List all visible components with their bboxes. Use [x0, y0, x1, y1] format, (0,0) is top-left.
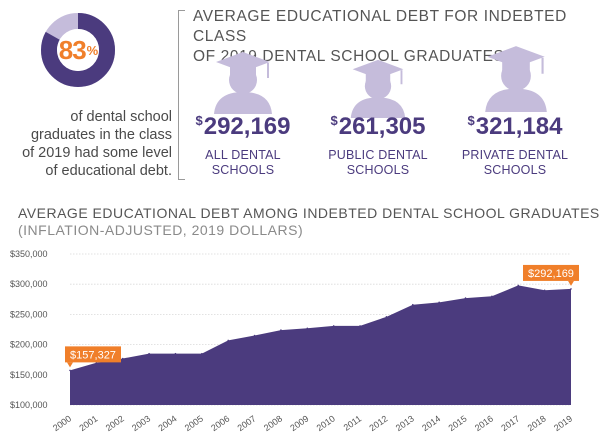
- annotation-label: $157,327: [70, 349, 116, 361]
- x-tick-label: 2004: [156, 413, 178, 433]
- x-tick-label: 2010: [315, 413, 337, 433]
- data-point: [174, 352, 177, 355]
- data-point: [517, 284, 520, 287]
- data-point: [570, 288, 572, 290]
- data-point: [148, 352, 150, 355]
- data-point: [253, 334, 256, 337]
- percent-donut: [41, 13, 115, 87]
- graduate-icon: [485, 46, 547, 112]
- stat-line: of educational debt.: [45, 163, 172, 179]
- data-point: [69, 369, 71, 372]
- currency-symbol: $: [467, 113, 475, 128]
- category-label-public: PUBLIC DENTAL SCHOOLS: [303, 148, 453, 178]
- data-point: [491, 295, 493, 298]
- data-point: [543, 289, 546, 292]
- debt-summary-title: AVERAGE EDUCATIONAL DEBT FOR INDEBTED CL…: [193, 7, 593, 67]
- chart-subtitle: (INFLATION-ADJUSTED, 2019 DOLLARS): [18, 222, 304, 238]
- category-line: ALL DENTAL: [205, 148, 281, 162]
- category-line: PRIVATE DENTAL: [461, 148, 569, 162]
- debt-amount-private: $321,184: [440, 113, 590, 141]
- x-tick-label: 2007: [236, 413, 258, 433]
- amount-value: 261,305: [338, 113, 426, 140]
- annotation-pointer: [67, 362, 73, 368]
- x-tick-label: 2005: [183, 413, 205, 433]
- data-point: [121, 357, 124, 360]
- x-tick-label: 2011: [342, 413, 364, 432]
- section-bracket: [178, 10, 185, 180]
- stat-line: of dental school: [70, 109, 172, 125]
- category-line: SCHOOLS: [211, 163, 275, 177]
- category-line: SCHOOLS: [346, 163, 410, 177]
- x-tick-label: 2001: [77, 413, 99, 433]
- x-tick-label: 2018: [526, 413, 548, 433]
- x-tick-label: 2017: [499, 413, 521, 433]
- percent-number: 83: [58, 34, 87, 65]
- x-tick-label: 2015: [447, 413, 469, 433]
- x-tick-label: 2014: [420, 413, 442, 433]
- y-tick-label: $250,000: [10, 309, 48, 319]
- chart-title: AVERAGE EDUCATIONAL DEBT AMONG INDEBTED …: [18, 205, 600, 221]
- data-point: [385, 316, 388, 318]
- category-label-all: ALL DENTAL SCHOOLS: [168, 148, 318, 178]
- data-point: [464, 297, 467, 299]
- data-point: [201, 352, 203, 355]
- amount-value: 321,184: [475, 113, 563, 140]
- debt-amount-all: $292,169: [168, 113, 318, 141]
- category-line: PUBLIC DENTAL: [328, 148, 428, 162]
- x-tick-label: 2003: [130, 413, 152, 433]
- x-tick-label: 2012: [367, 413, 389, 433]
- graduate-icon: [350, 59, 406, 119]
- x-tick-label: 2008: [262, 413, 284, 433]
- x-tick-label: 2002: [104, 413, 126, 433]
- donut-center: [57, 29, 99, 71]
- x-tick-label: 2019: [552, 413, 574, 433]
- debt-title-line: AVERAGE EDUCATIONAL DEBT FOR INDEBTED CL…: [193, 8, 567, 45]
- series-area: [70, 285, 571, 405]
- amount-value: 292,169: [203, 113, 291, 140]
- currency-symbol: $: [330, 113, 338, 128]
- graduate-icon: [214, 52, 272, 114]
- annotation-label: $292,169: [528, 268, 574, 280]
- annotation-box: [523, 264, 579, 281]
- y-tick-label: $300,000: [10, 279, 48, 289]
- area-chart: $100,000 $150,000 $200,000 $250,000 $300,000…: [10, 249, 579, 433]
- percent-unit: %: [86, 42, 99, 58]
- y-tick-label: $100,000: [10, 400, 48, 410]
- category-line: SCHOOLS: [483, 163, 547, 177]
- x-tick-label: 2006: [209, 413, 231, 433]
- data-point: [438, 301, 440, 304]
- stat-line: graduates in the class: [30, 127, 172, 143]
- x-tick-label: 2009: [288, 413, 310, 433]
- debt-title-line: OF 2019 DENTAL SCHOOL GRADUATES: [193, 48, 505, 65]
- data-point: [306, 327, 309, 330]
- debt-amount-public: $261,305: [303, 113, 453, 141]
- annotation-pointer: [568, 280, 574, 286]
- data-point: [227, 339, 230, 342]
- data-point: [332, 325, 335, 327]
- stat-line: of 2019 had some level: [22, 145, 172, 161]
- x-tick-label: 2000: [51, 413, 73, 433]
- annotation-box: [65, 346, 121, 363]
- data-point: [359, 325, 361, 327]
- data-point: [280, 329, 282, 331]
- category-label-private: PRIVATE DENTAL SCHOOLS: [440, 148, 590, 178]
- x-tick-label: 2016: [473, 413, 495, 433]
- data-point: [411, 303, 414, 306]
- currency-symbol: $: [195, 113, 203, 128]
- y-tick-label: $150,000: [10, 370, 48, 380]
- x-tick-label: 2013: [394, 413, 416, 433]
- donut-fill: [41, 13, 115, 87]
- y-tick-label: $350,000: [10, 249, 48, 259]
- y-tick-label: $200,000: [10, 340, 48, 350]
- stat-description: of dental school graduates in the class …: [14, 108, 172, 180]
- percent-value: 83%: [40, 12, 116, 88]
